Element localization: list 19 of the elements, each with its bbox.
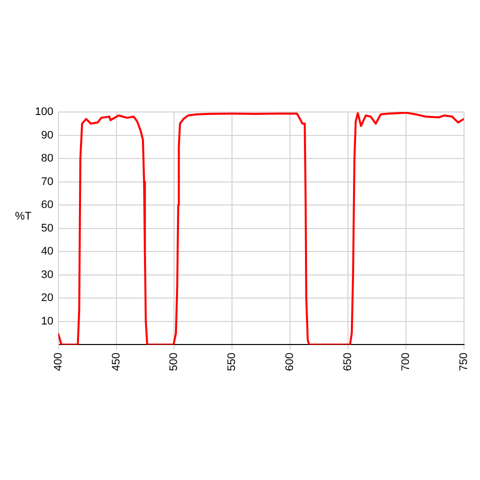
x-tick-label: 500 bbox=[168, 352, 180, 372]
x-tick-label: 600 bbox=[284, 352, 296, 372]
y-tick-label: 40 bbox=[41, 246, 54, 258]
x-tick-label: 750 bbox=[458, 352, 470, 372]
y-axis-title: %T bbox=[15, 210, 32, 222]
y-tick-label: 10 bbox=[41, 315, 54, 328]
y-tick-label: 70 bbox=[41, 176, 54, 188]
x-tick-label: 650 bbox=[342, 352, 354, 372]
y-tick-label: 20 bbox=[41, 292, 54, 304]
y-tick-label: 60 bbox=[41, 199, 54, 212]
x-tick-label: 550 bbox=[226, 352, 238, 372]
y-tick-label: 50 bbox=[41, 222, 54, 234]
x-tick-label: 450 bbox=[110, 352, 122, 372]
y-tick-label: 100 bbox=[34, 106, 54, 118]
y-tick-label: 90 bbox=[41, 129, 54, 142]
x-tick-label: 400 bbox=[52, 352, 64, 372]
y-tick-label: 80 bbox=[41, 152, 54, 165]
x-tick-label: 700 bbox=[400, 352, 412, 372]
y-tick-label: 30 bbox=[41, 268, 54, 281]
